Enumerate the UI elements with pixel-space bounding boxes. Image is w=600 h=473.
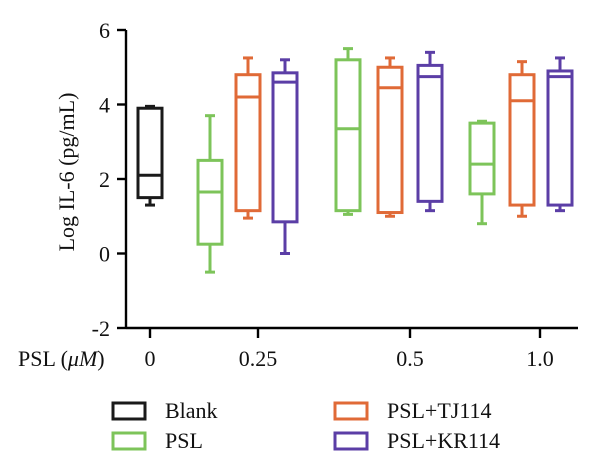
- box-psl-0_25: [196, 114, 224, 274]
- x-axis-title-suffix: ): [97, 346, 104, 371]
- box-psl-1_0: [468, 119, 496, 226]
- legend-swatch: [333, 401, 369, 421]
- plot-area: [136, 47, 574, 274]
- y-tick-label: 4: [99, 93, 110, 118]
- y-tick-label: 2: [99, 167, 110, 192]
- box-psl-tj114-1_0: [508, 60, 536, 218]
- legend-label: PSL+TJ114: [387, 398, 492, 423]
- interquartile-box: [468, 121, 496, 196]
- box-psl-kr114-0_25: [271, 58, 299, 255]
- interquartile-box: [546, 69, 574, 207]
- y-tick-label: 6: [99, 18, 110, 43]
- y-tick-label: -2: [92, 316, 110, 341]
- x-axis: 0 0.25 0.5 1.0: [126, 326, 578, 371]
- interquartile-box: [234, 73, 262, 213]
- legend-item: PSL: [111, 428, 203, 453]
- interquartile-box: [508, 73, 536, 207]
- x-axis-title-prefix: PSL (: [18, 346, 68, 371]
- y-axis-title: Log IL-6 (pg/mL): [54, 93, 79, 252]
- interquartile-box: [271, 71, 299, 224]
- legend-item: PSL+KR114: [333, 428, 500, 453]
- legend-label: PSL+KR114: [387, 428, 500, 453]
- interquartile-box: [196, 158, 224, 246]
- legend-item: PSL+TJ114: [333, 398, 492, 423]
- box-psl-kr114-1_0: [546, 56, 574, 213]
- box-psl-tj114-0_5: [376, 56, 404, 218]
- box-psl-tj114-0_25: [234, 56, 262, 220]
- y-tick-label: 0: [99, 242, 110, 267]
- x-tick-label: 0.25: [239, 346, 278, 371]
- box-psl-0_5: [334, 47, 362, 216]
- interquartile-box: [416, 63, 444, 203]
- x-axis-title-unit: μM: [67, 346, 99, 371]
- legend: Blank PSL PSL+TJ114 PSL+KR114: [111, 398, 500, 453]
- interquartile-box: [136, 106, 164, 200]
- y-axis: -2 0 2 4 6: [92, 18, 128, 341]
- legend-swatch: [111, 401, 147, 421]
- interquartile-box: [334, 58, 362, 213]
- interquartile-box: [376, 65, 404, 215]
- legend-item: Blank: [111, 398, 218, 423]
- box-psl-kr114-0_5: [416, 50, 444, 213]
- x-tick-label: 1.0: [526, 346, 554, 371]
- x-tick-label: 0: [145, 346, 156, 371]
- legend-label: Blank: [165, 398, 218, 423]
- x-tick-label: 0.5: [396, 346, 424, 371]
- x-axis-title: PSL (μM): [18, 346, 105, 371]
- legend-swatch: [333, 431, 369, 451]
- legend-swatch: [111, 431, 147, 451]
- legend-label: PSL: [165, 428, 203, 453]
- box-blank-0: [136, 104, 164, 207]
